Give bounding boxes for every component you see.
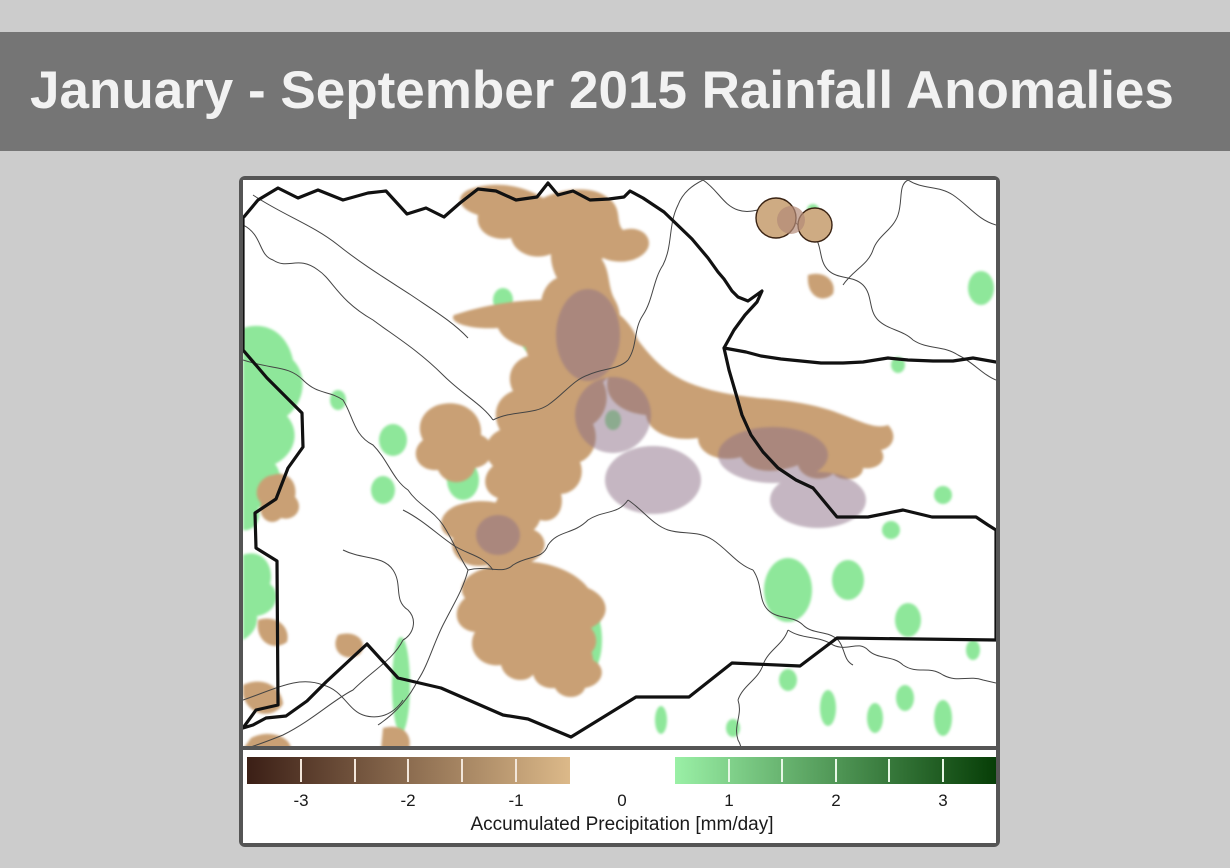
svg-text:-3: -3 [293,791,308,810]
svg-text:-1: -1 [508,791,523,810]
svg-text:3: 3 [938,791,947,810]
svg-text:2: 2 [831,791,840,810]
svg-text:Accumulated Precipitation [mm/: Accumulated Precipitation [mm/day] [470,814,773,835]
svg-text:0: 0 [617,791,626,810]
svg-text:-2: -2 [400,791,415,810]
svg-text:1: 1 [724,791,733,810]
